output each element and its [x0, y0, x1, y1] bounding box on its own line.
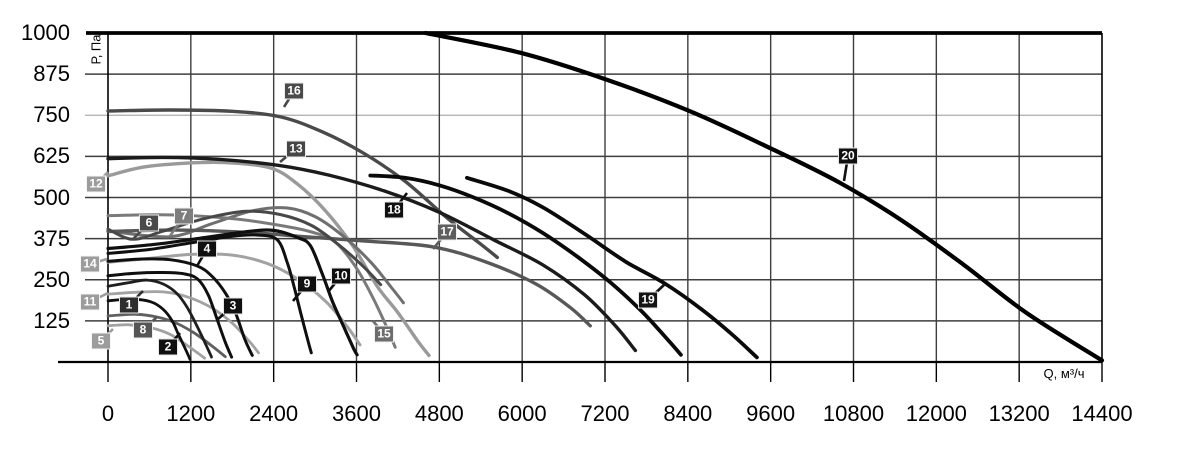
curve-label-2: 2 [158, 338, 178, 356]
curve-label-8: 8 [133, 321, 153, 339]
x-tick-label-4800: 4800 [414, 401, 464, 426]
curve-label-19: 19 [638, 291, 658, 309]
curve-label-14: 14 [80, 255, 100, 273]
x-tick-label-10800: 10800 [822, 401, 885, 426]
curve-6 [106, 209, 383, 287]
curve-12 [106, 160, 431, 358]
curve-13 [106, 155, 638, 353]
curve-19 [465, 175, 759, 360]
curve-label-12: 12 [86, 175, 106, 193]
curve-10 [106, 228, 359, 357]
curve-18 [368, 173, 683, 357]
curve-17 [106, 228, 592, 328]
y-tick-label-250: 250 [33, 266, 70, 292]
curve-label-16: 16 [284, 82, 304, 100]
curve-label-20: 20 [838, 147, 858, 165]
curve-label-7: 7 [174, 207, 194, 225]
curve-20 [423, 30, 1105, 363]
curve-4 [106, 257, 254, 357]
curve-11 [106, 290, 260, 355]
y-tick-label-500: 500 [33, 184, 70, 210]
curve-label-13: 13 [286, 140, 306, 158]
curve-label-10: 10 [331, 267, 351, 285]
y-axis-title: Р, Па [88, 34, 104, 65]
x-tick-label-13200: 13200 [988, 401, 1050, 426]
y-tick-label-875: 875 [33, 61, 70, 87]
curve-label-3: 3 [223, 297, 243, 315]
curve-label-9: 9 [297, 275, 317, 293]
x-tick-label-14400: 14400 [1071, 401, 1133, 426]
x-tick-label-1200: 1200 [166, 401, 216, 426]
x-tick-label-12000: 12000 [905, 401, 967, 426]
x-tick-label-6000: 6000 [497, 401, 547, 426]
x-tick-label-9600: 9600 [746, 401, 796, 426]
curve-16 [106, 108, 499, 260]
curve-5 [106, 323, 206, 360]
y-tick-label-125: 125 [33, 307, 70, 333]
curve-label-4: 4 [197, 240, 217, 258]
x-tick-label-0: 0 [101, 401, 115, 426]
x-axis-title: Q, м³/ч [1043, 366, 1085, 381]
y-tick-label-750: 750 [33, 102, 70, 128]
curve-15 [106, 213, 397, 349]
x-tick-label-8400: 8400 [663, 401, 713, 426]
curve-3 [106, 270, 234, 359]
x-tick-label-3600: 3600 [332, 401, 381, 426]
curve-label-5: 5 [91, 332, 111, 350]
curve-label-11: 11 [80, 293, 100, 311]
x-tick-label-7200: 7200 [580, 401, 630, 426]
y-tick-label-375: 375 [33, 225, 70, 251]
y-tick-label-1000: 1000 [21, 20, 70, 45]
curve-1 [106, 278, 213, 359]
curve-label-6: 6 [139, 214, 159, 232]
curve-label-17: 17 [437, 223, 457, 241]
curve-8 [106, 312, 227, 359]
y-tick-label-625: 625 [33, 143, 70, 169]
x-tick-label-2400: 2400 [249, 401, 299, 426]
curve-label-15: 15 [374, 325, 394, 343]
curve-label-1: 1 [119, 296, 139, 314]
curve-9 [106, 233, 313, 355]
curve-label-18: 18 [384, 201, 404, 219]
